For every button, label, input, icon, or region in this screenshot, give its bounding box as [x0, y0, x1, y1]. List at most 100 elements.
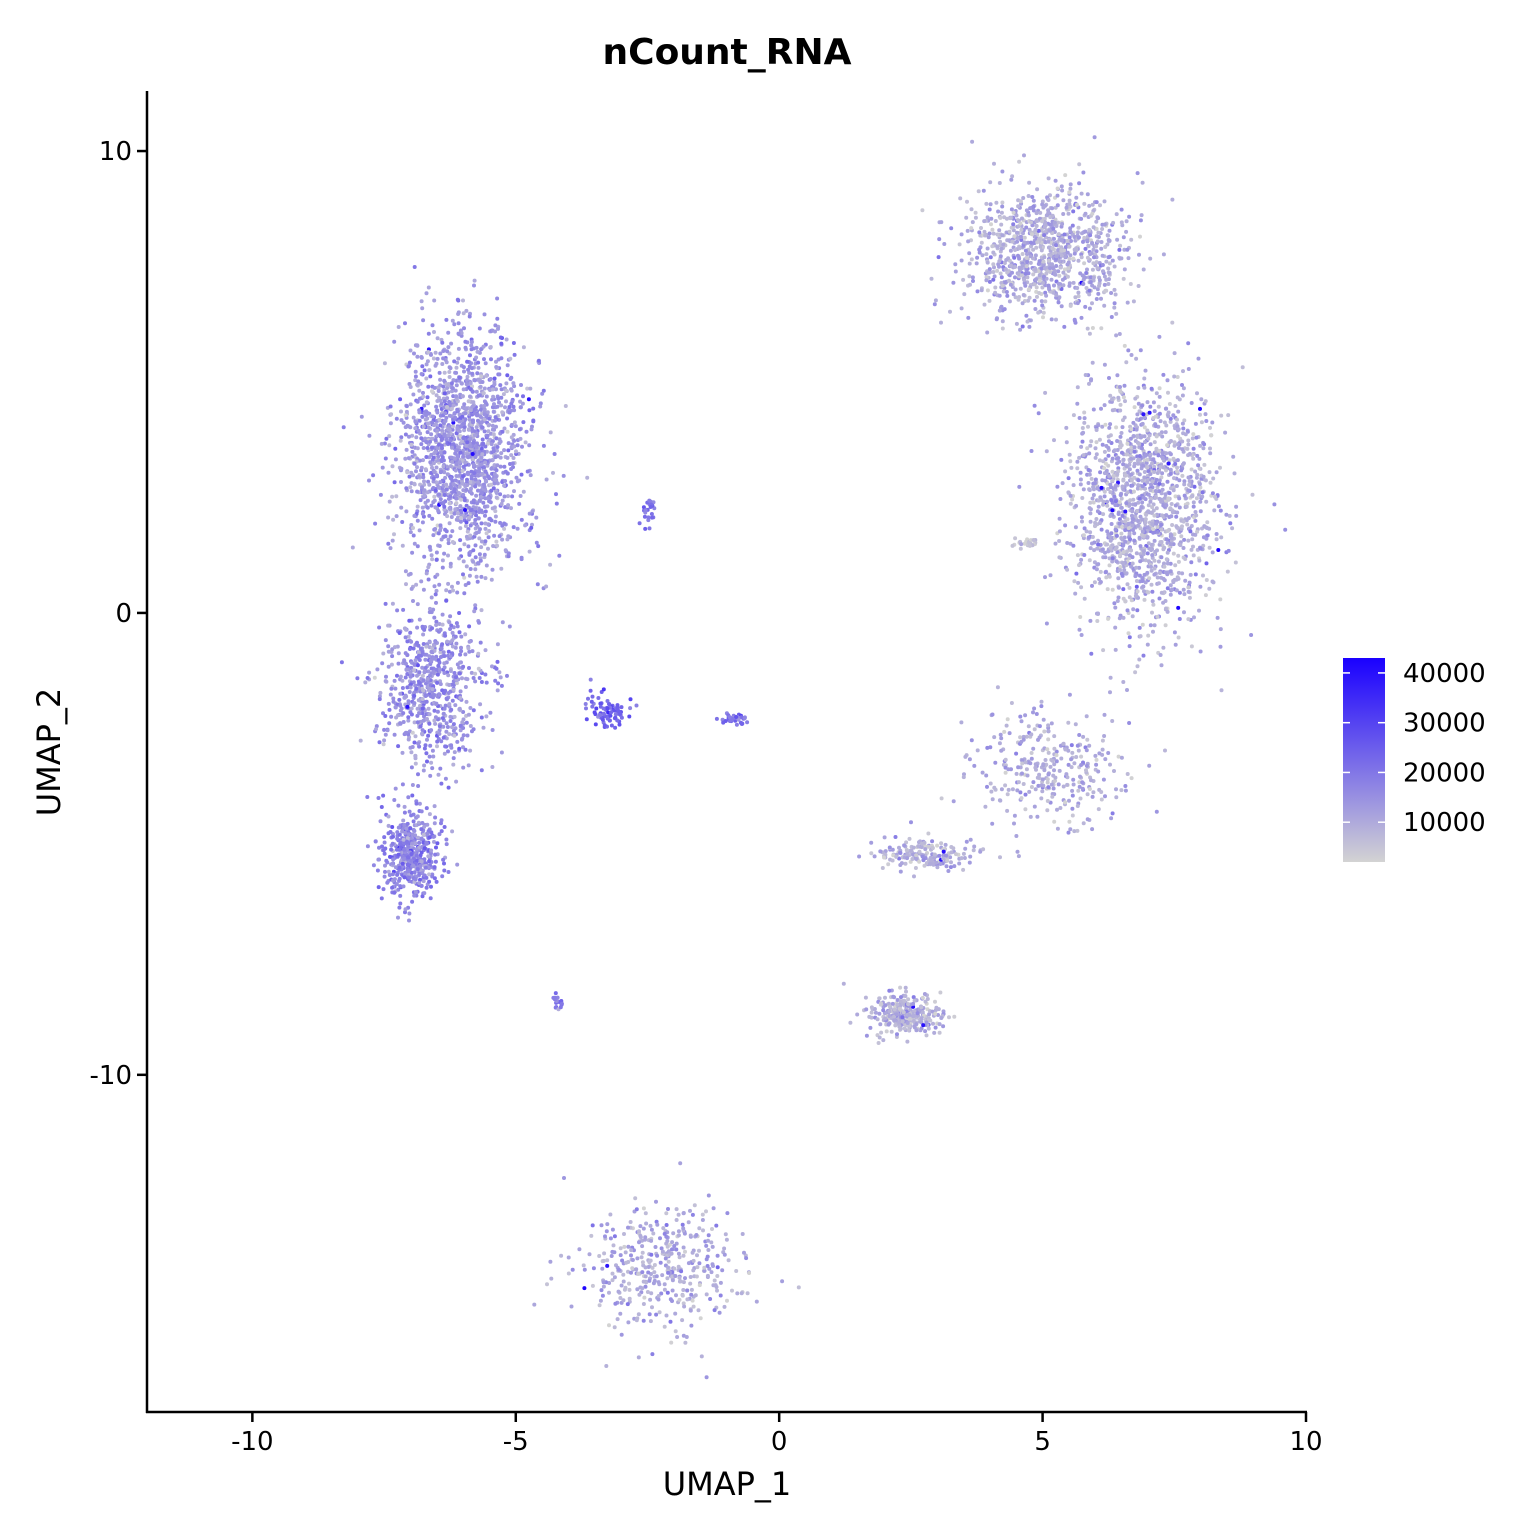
data-point — [1153, 424, 1158, 429]
data-point — [409, 706, 414, 711]
data-point — [964, 215, 969, 220]
data-point — [528, 473, 533, 478]
data-point — [452, 487, 457, 492]
data-point — [506, 554, 511, 559]
data-point — [993, 285, 998, 290]
data-point — [1059, 253, 1064, 258]
data-point — [418, 724, 423, 729]
data-point — [1180, 473, 1185, 478]
data-point — [1155, 548, 1159, 553]
data-point — [1114, 212, 1119, 217]
data-point — [426, 421, 431, 426]
data-point — [421, 879, 426, 884]
data-point — [468, 724, 473, 728]
data-point — [483, 361, 488, 366]
data-point — [476, 360, 481, 365]
data-point — [463, 652, 468, 657]
data-point — [461, 436, 466, 440]
data-point — [453, 451, 458, 456]
data-point — [474, 355, 479, 360]
data-point — [375, 868, 380, 873]
data-point — [509, 506, 513, 511]
data-point — [1028, 206, 1033, 211]
data-point — [405, 704, 410, 709]
data-point — [1024, 255, 1029, 260]
data-point — [430, 389, 434, 394]
data-point — [431, 834, 436, 839]
data-point — [1186, 538, 1191, 543]
data-point — [443, 419, 448, 424]
data-point — [509, 401, 514, 406]
data-point — [538, 404, 543, 409]
data-point — [1205, 533, 1210, 538]
data-point — [1198, 649, 1203, 654]
data-point — [420, 697, 425, 701]
data-point — [967, 251, 972, 256]
data-point — [1138, 218, 1143, 223]
data-point — [401, 607, 406, 612]
data-point — [479, 608, 484, 613]
data-point — [1059, 457, 1064, 462]
data-point — [477, 498, 482, 503]
data-point — [386, 515, 391, 520]
data-point — [492, 533, 497, 538]
data-point — [432, 821, 437, 826]
data-point — [473, 543, 478, 548]
data-point — [1127, 467, 1132, 472]
data-point — [430, 323, 435, 328]
data-point — [1077, 181, 1082, 186]
data-point — [403, 456, 408, 461]
data-point — [392, 732, 397, 737]
data-point — [450, 445, 454, 450]
data-point — [404, 694, 409, 699]
data-point — [446, 649, 451, 654]
data-point — [425, 498, 430, 503]
data-point — [442, 378, 447, 383]
data-point — [987, 267, 992, 272]
data-point — [1112, 287, 1117, 292]
data-point — [463, 747, 468, 752]
data-point — [1088, 530, 1093, 535]
data-point — [483, 460, 488, 465]
data-point — [1068, 182, 1073, 187]
data-point — [438, 523, 443, 528]
data-point — [1105, 529, 1110, 534]
data-point — [400, 861, 405, 866]
data-point — [459, 634, 464, 639]
data-point — [417, 658, 422, 662]
data-point — [444, 529, 449, 534]
data-point — [482, 429, 487, 434]
data-point — [1012, 255, 1017, 260]
data-point — [477, 552, 482, 557]
data-point — [403, 830, 408, 835]
data-point — [430, 766, 435, 771]
data-point — [409, 639, 414, 644]
data-point — [411, 526, 415, 530]
data-point — [1164, 406, 1169, 411]
data-point — [1081, 430, 1086, 435]
data-point — [1208, 425, 1212, 430]
data-point — [472, 609, 477, 614]
data-point — [968, 282, 972, 287]
data-point — [1077, 416, 1082, 420]
data-point — [465, 733, 470, 738]
data-point — [1041, 274, 1046, 279]
data-point — [472, 433, 477, 438]
data-point — [451, 722, 456, 727]
data-point — [428, 743, 433, 748]
data-point — [448, 476, 453, 481]
data-point — [456, 346, 461, 351]
data-point — [1057, 273, 1062, 278]
data-point — [1007, 278, 1011, 283]
data-point — [419, 579, 424, 584]
data-point — [438, 351, 443, 356]
data-point — [402, 875, 407, 880]
data-point — [1094, 517, 1099, 521]
data-point — [434, 701, 439, 706]
data-point — [415, 814, 420, 819]
data-point — [434, 623, 439, 627]
data-point — [1160, 451, 1165, 456]
data-point — [381, 793, 386, 798]
data-point — [409, 813, 414, 818]
data-point — [1054, 254, 1059, 259]
